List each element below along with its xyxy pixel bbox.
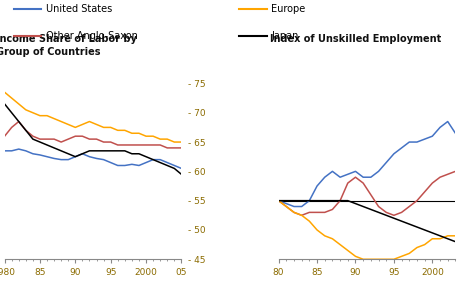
Text: Income Share of Labor by
Group of Countries: Income Share of Labor by Group of Countr… bbox=[0, 34, 136, 58]
Text: United States: United States bbox=[46, 4, 112, 14]
Text: Other Anglo-Saxon: Other Anglo-Saxon bbox=[46, 31, 138, 41]
Text: Index of Unskilled Employment: Index of Unskilled Employment bbox=[269, 34, 440, 44]
Text: Japan: Japan bbox=[271, 31, 298, 41]
Text: Europe: Europe bbox=[271, 4, 305, 14]
